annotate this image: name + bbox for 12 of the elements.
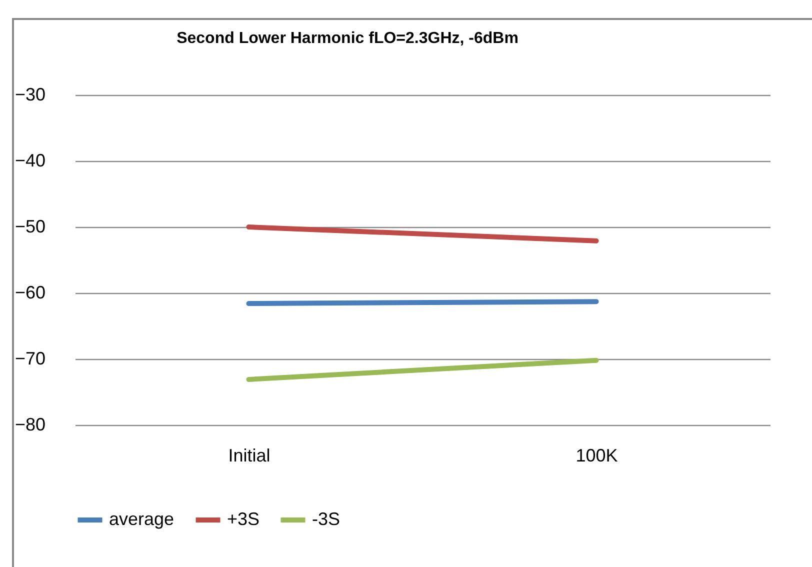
- legend-label: +3S: [227, 509, 260, 529]
- legend-label: average: [109, 509, 174, 529]
- y-tick-label: −30: [14, 84, 46, 104]
- x-tick-label: Initial: [228, 446, 270, 466]
- chart-title: Second Lower Harmonic fLO=2.3GHz, -6dBm: [176, 30, 518, 47]
- y-tick-label: −80: [14, 414, 46, 434]
- y-tick-label: −70: [14, 348, 46, 368]
- x-tick-label: 100K: [576, 446, 618, 466]
- y-tick-label: −60: [14, 282, 46, 302]
- y-tick-label: −50: [14, 216, 46, 236]
- legend-label: -3S: [312, 509, 340, 529]
- y-tick-label: −40: [14, 150, 46, 170]
